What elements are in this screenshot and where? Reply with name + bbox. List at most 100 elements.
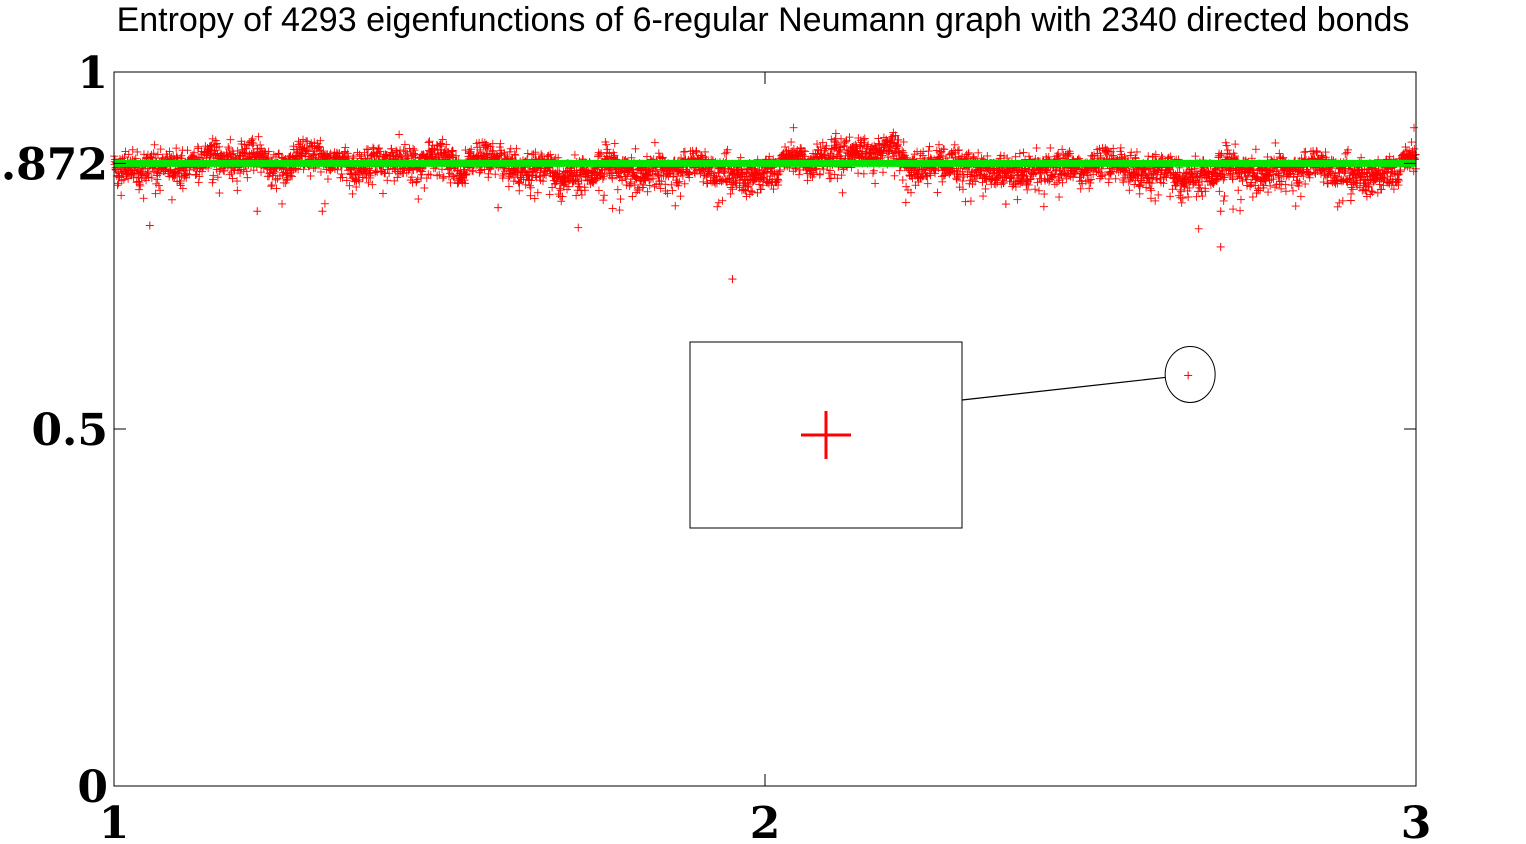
data-point [420,183,429,192]
data-point [227,150,236,159]
data-point [215,142,224,151]
data-point [496,139,505,148]
data-point [616,195,625,204]
data-point [119,175,128,184]
data-point [274,149,283,158]
data-point [613,185,622,194]
data-point [316,167,325,176]
data-point [304,147,313,156]
data-point [525,181,534,190]
data-point [156,145,165,154]
data-point [426,170,435,179]
data-point [303,137,312,146]
data-point [236,169,245,178]
data-point [124,174,133,183]
data-point [288,172,297,181]
data-point [272,184,281,193]
data-point [342,176,351,185]
data-point [135,180,144,189]
data-point [594,186,603,195]
data-point [412,177,421,186]
data-point [355,150,364,159]
data-point [319,147,328,156]
data-point [313,144,322,153]
data-point [233,146,242,155]
data-point [608,204,617,213]
data-point [302,146,311,155]
data-point [599,196,608,205]
data-point [433,171,442,180]
data-point [117,176,126,185]
data-point [600,191,609,200]
data-point [151,189,160,198]
data-point [193,142,202,151]
data-point [375,144,384,153]
data-point [347,169,356,178]
data-point [149,149,158,158]
data-point [224,143,233,152]
data-point [395,130,404,139]
data-point [414,195,423,204]
data-point [195,172,204,181]
data-point [242,167,251,176]
data-point [212,139,221,148]
data-point [410,146,419,155]
data-point [316,145,325,154]
data-point [178,184,187,193]
data-point [337,170,346,179]
data-point [267,182,276,191]
data-point [379,189,388,198]
data-point [213,173,222,182]
data-point [387,148,396,157]
data-point [355,177,364,186]
data-point [172,144,181,153]
data-point [257,168,266,177]
data-point [323,175,332,184]
data-point [225,144,234,153]
data-point [113,181,122,190]
data-point [136,181,145,190]
data-point [133,147,142,156]
data-point [248,141,257,150]
data-point [315,142,324,151]
data-point [165,147,174,156]
data-point [254,132,263,141]
data-point [531,148,540,157]
data-point [338,173,347,182]
data-point [215,189,224,198]
data-point [226,135,235,144]
data-point [371,168,380,177]
data-point [139,194,148,203]
data-point [271,175,280,184]
data-point [111,165,120,174]
data-point [353,148,362,157]
data-points-layer [110,123,1420,380]
data-point [392,146,401,155]
data-point [175,177,184,186]
data-point [117,191,126,200]
data-point [115,173,124,182]
data-point [194,178,203,187]
data-point [133,165,142,174]
data-point [233,186,242,195]
data-point [256,140,265,149]
data-point [341,143,350,152]
data-point [267,180,276,189]
data-point [243,173,252,182]
data-point [147,173,156,182]
data-point [228,174,237,183]
data-point [183,146,192,155]
data-point [495,143,504,152]
data-point [409,144,418,153]
data-point [418,167,427,176]
data-point [325,165,334,174]
data-point [595,150,604,159]
data-point [129,173,138,182]
data-point [368,180,377,189]
data-point [523,149,532,158]
data-point [278,199,287,208]
data-point [570,150,579,159]
data-point [610,139,619,148]
data-point [409,166,418,175]
